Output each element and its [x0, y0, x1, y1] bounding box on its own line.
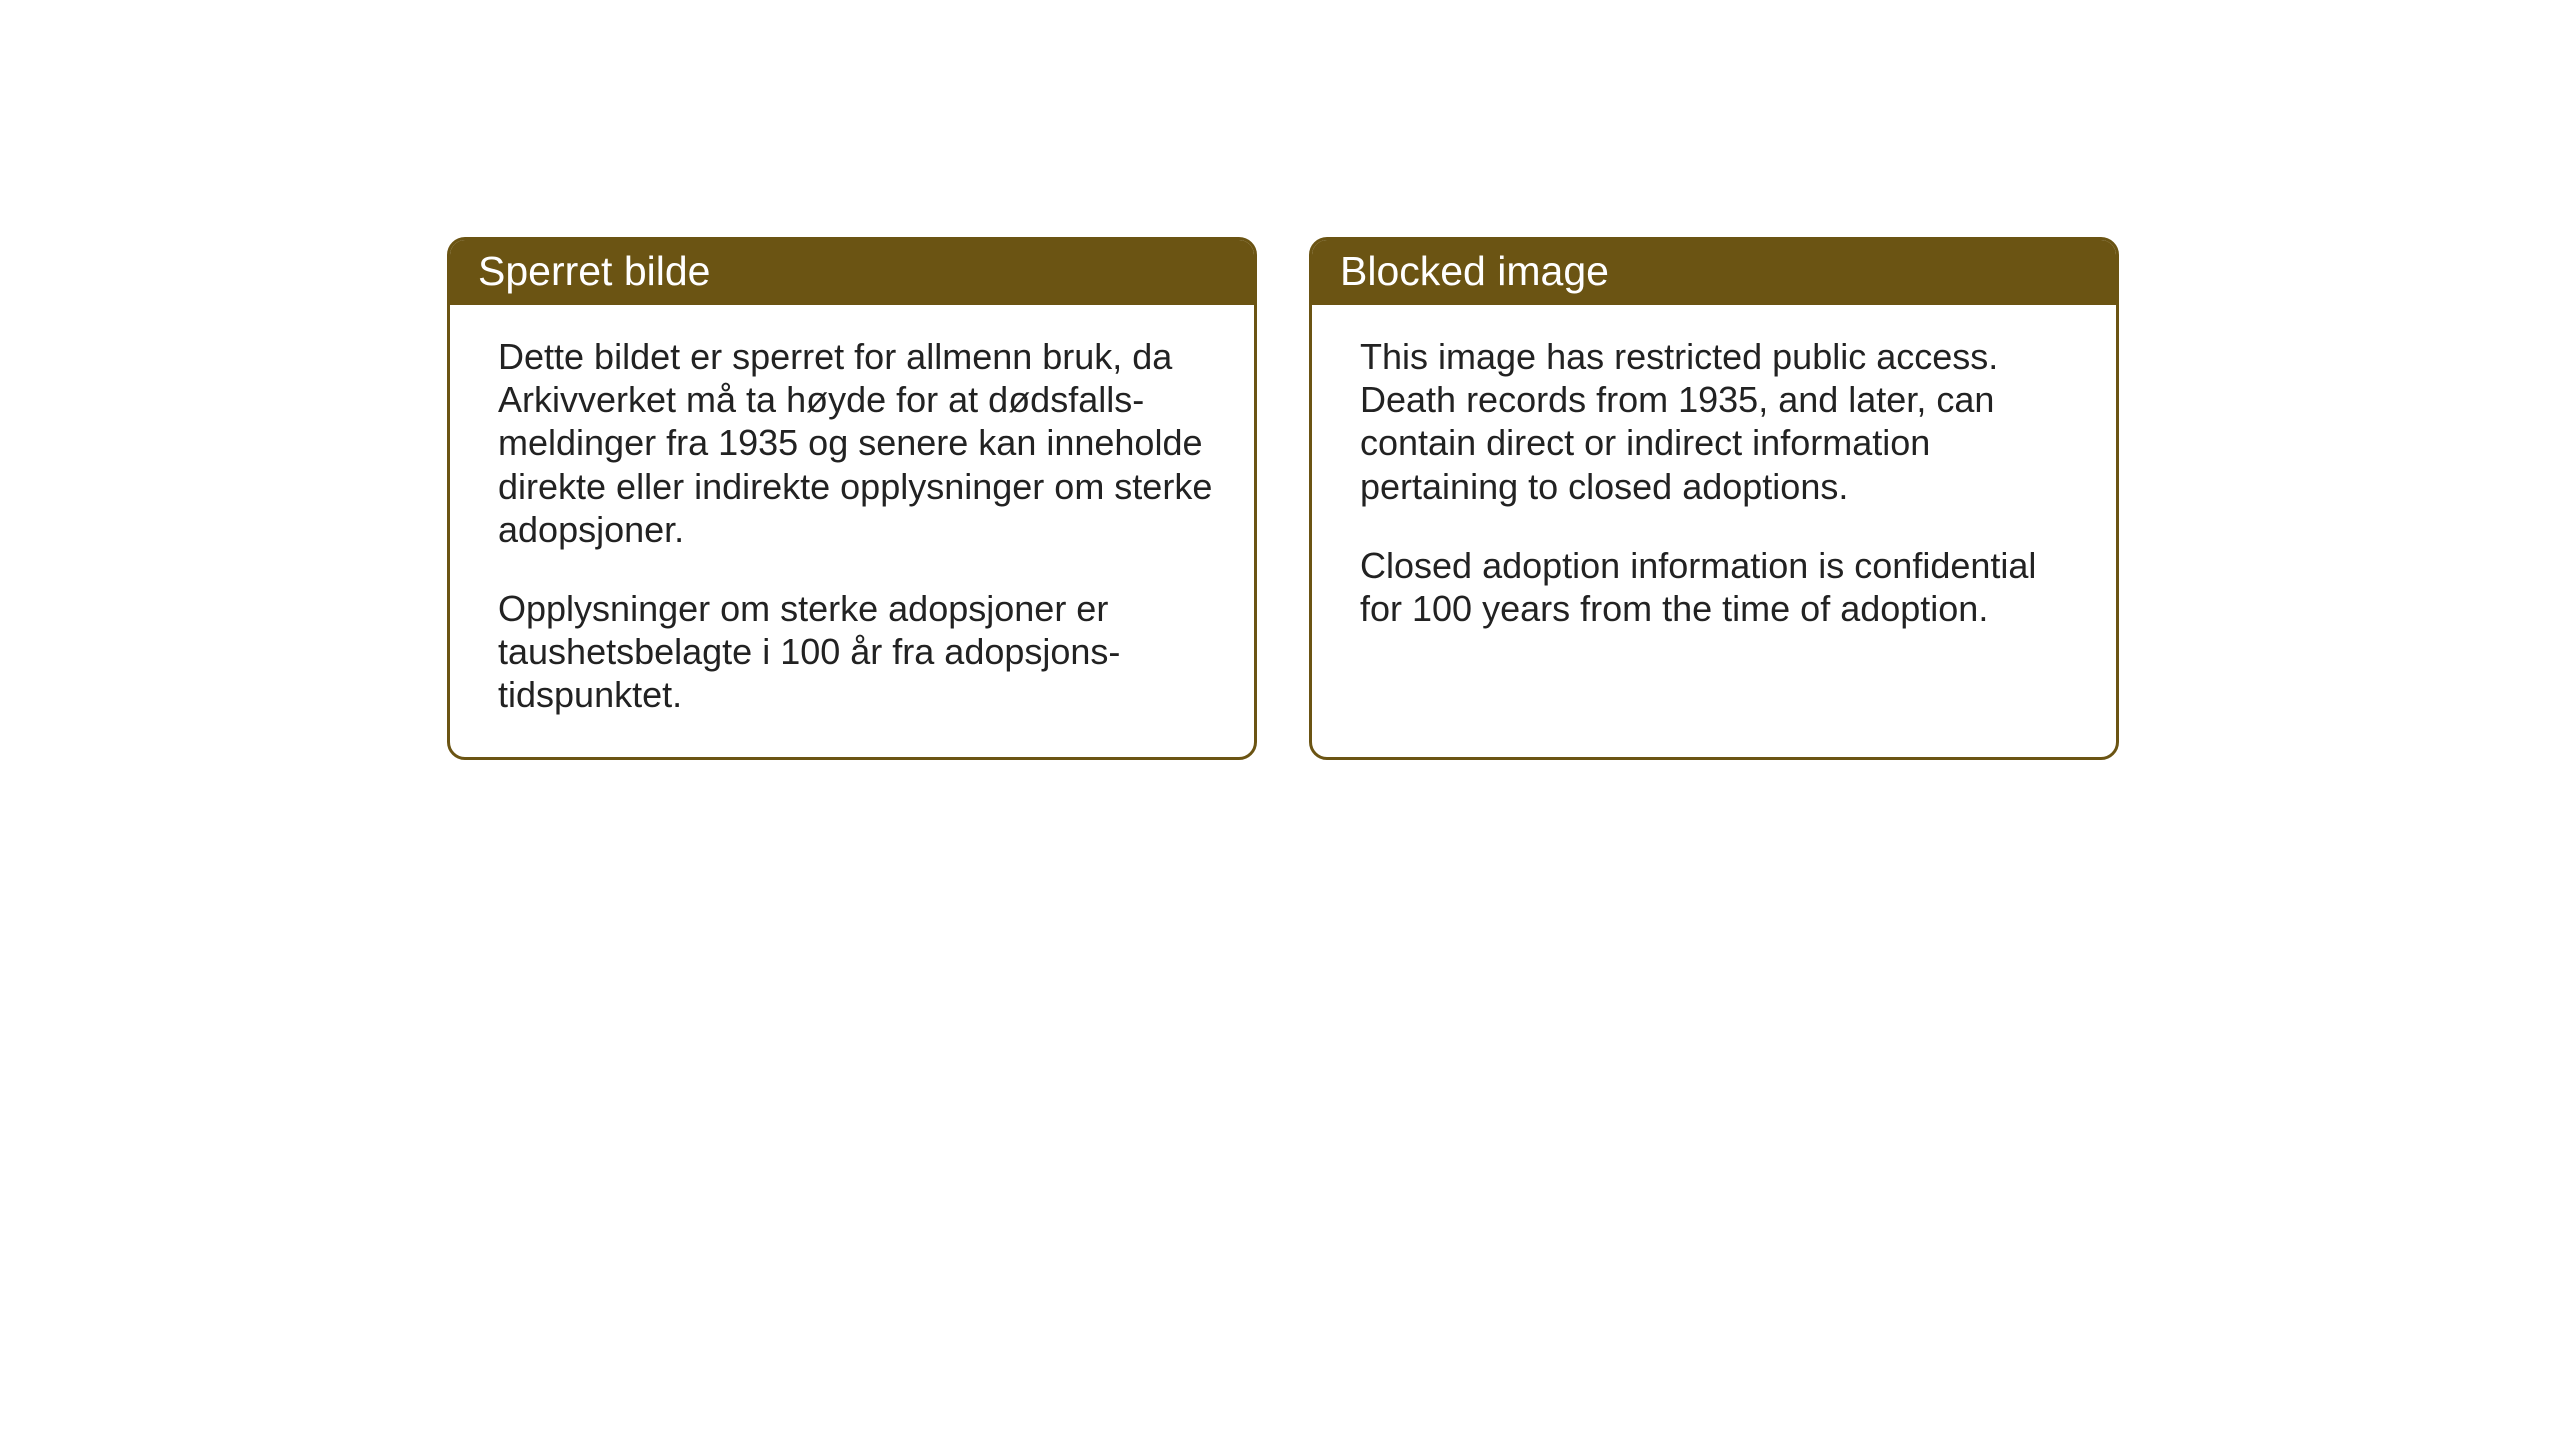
notice-body-norwegian: Dette bildet er sperret for allmenn bruk… [450, 305, 1254, 757]
notice-paragraph: Dette bildet er sperret for allmenn bruk… [498, 335, 1222, 551]
notice-card-norwegian: Sperret bilde Dette bildet er sperret fo… [447, 237, 1257, 760]
notice-container: Sperret bilde Dette bildet er sperret fo… [447, 237, 2119, 760]
notice-body-english: This image has restricted public access.… [1312, 305, 2116, 670]
notice-paragraph: This image has restricted public access.… [1360, 335, 2084, 508]
notice-paragraph: Opplysninger om sterke adopsjoner er tau… [498, 587, 1222, 717]
notice-card-english: Blocked image This image has restricted … [1309, 237, 2119, 760]
notice-header-english: Blocked image [1312, 240, 2116, 305]
notice-paragraph: Closed adoption information is confident… [1360, 544, 2084, 630]
notice-header-norwegian: Sperret bilde [450, 240, 1254, 305]
